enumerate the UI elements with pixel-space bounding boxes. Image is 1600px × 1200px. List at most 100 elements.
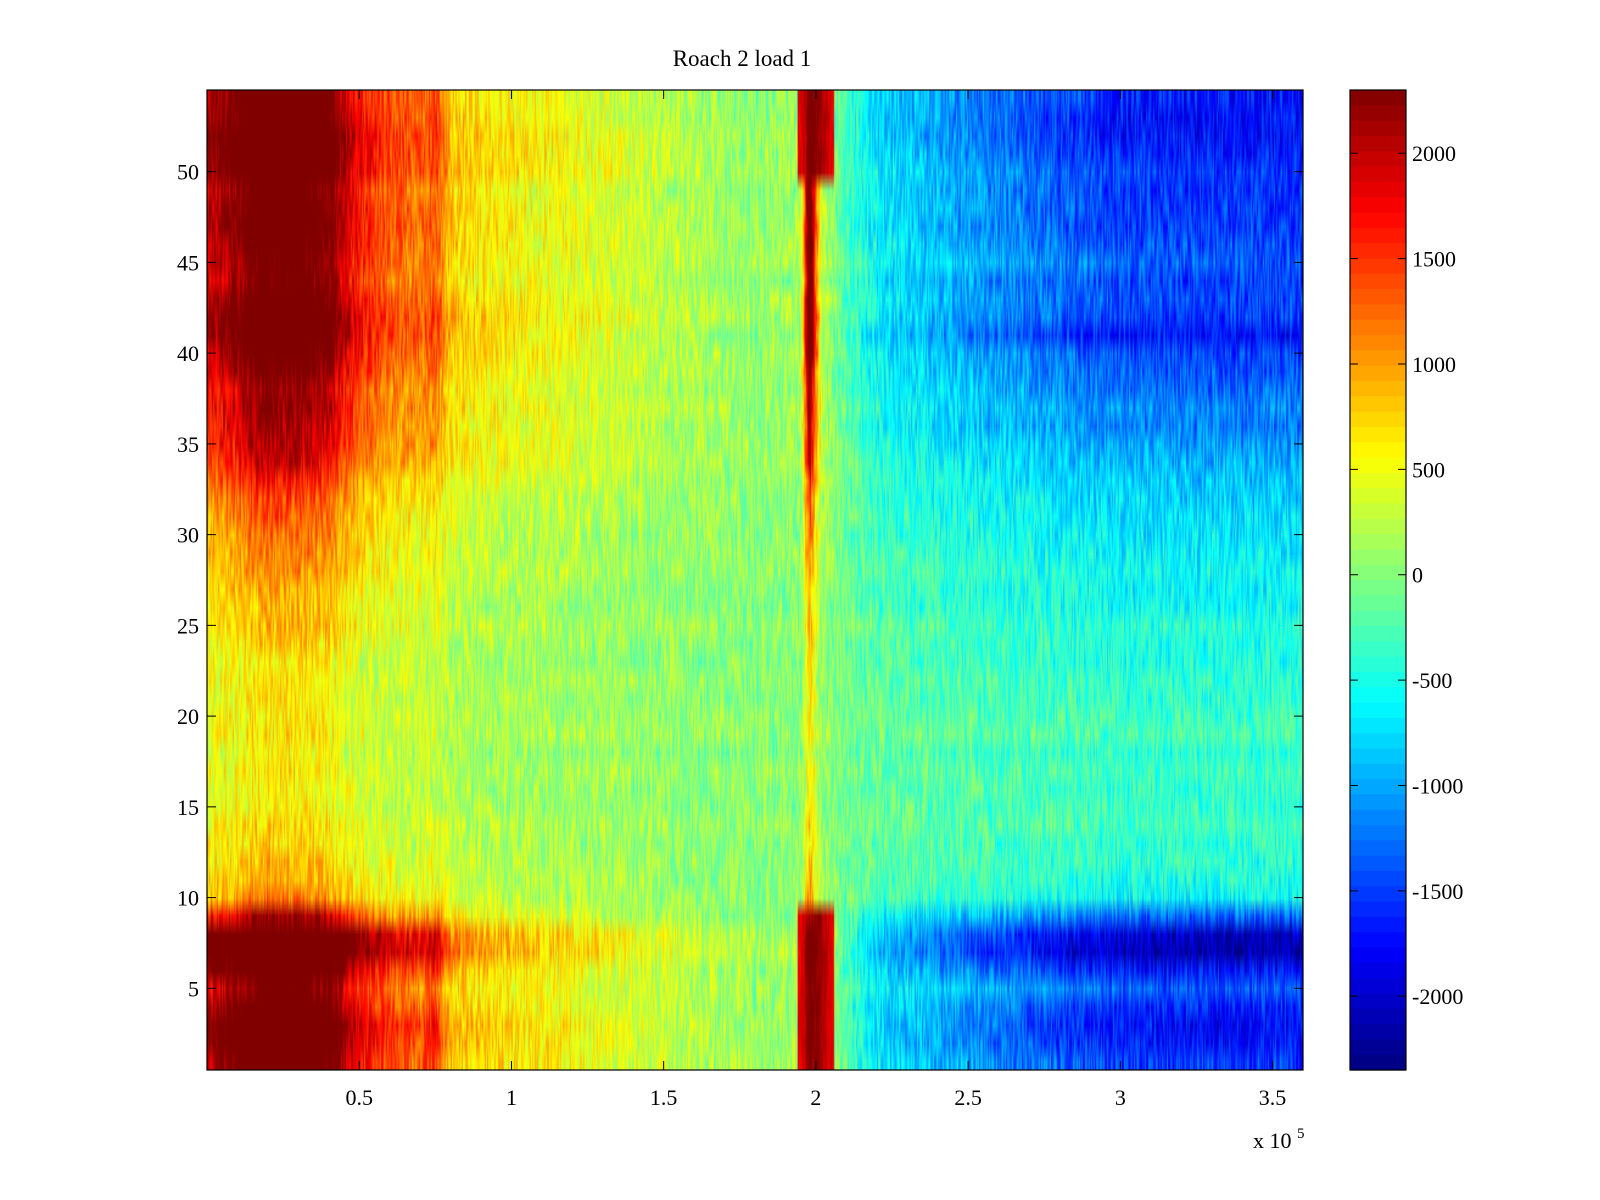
y-tick-label: 20 — [177, 704, 199, 729]
x-tick-label: 0.5 — [345, 1085, 373, 1110]
colorbar-band — [1350, 702, 1406, 719]
y-tick-label: 5 — [188, 976, 199, 1001]
colorbar-band — [1350, 825, 1406, 841]
plot-frame — [206, 89, 1304, 1071]
x-axis: 0.5 1 1.5 2 2.5 3 3.5 — [345, 90, 1286, 1110]
colorbar-band — [1350, 1024, 1406, 1040]
x-tick-label: 1.5 — [650, 1085, 678, 1110]
colorbar-band — [1350, 197, 1406, 214]
colorbar-band — [1350, 457, 1406, 474]
colorbar-band — [1350, 1039, 1406, 1056]
colorbar-band — [1350, 181, 1406, 198]
colorbar-band — [1350, 258, 1406, 275]
colorbar-band — [1350, 472, 1406, 489]
colorbar-band — [1350, 488, 1406, 505]
colorbar-band — [1350, 534, 1406, 550]
colorbar-ticks: 2000 1500 1000 500 0 -500 -1000 -1500 -2000 — [1350, 141, 1463, 1009]
colorbar-band — [1350, 411, 1406, 428]
colorbar-frame — [1349, 89, 1407, 1071]
colorbar-band — [1350, 901, 1406, 918]
colorbar-band — [1350, 304, 1406, 321]
colorbar-tick-label: -2000 — [1412, 984, 1463, 1009]
colorbar-tick-label: 500 — [1412, 457, 1445, 482]
heatmap-image — [207, 90, 1303, 1070]
colorbar-band — [1350, 273, 1406, 290]
colorbar-tick-label: 1000 — [1412, 352, 1456, 377]
y-tick-label: 40 — [177, 341, 199, 366]
colorbar-band — [1350, 212, 1406, 229]
colorbar-band — [1350, 564, 1406, 581]
colorbar-band — [1350, 135, 1406, 152]
x-tick-label: 3.5 — [1259, 1085, 1287, 1110]
colorbar-band — [1350, 932, 1406, 949]
colorbar-tick-label: 0 — [1412, 563, 1423, 588]
colorbar-band — [1350, 794, 1406, 811]
x-axis-multiplier-exponent: 5 — [1297, 1126, 1305, 1142]
colorbar-gradient — [1350, 90, 1406, 1071]
colorbar-band — [1350, 105, 1406, 122]
y-tick-label: 15 — [177, 795, 199, 820]
colorbar-band — [1350, 656, 1406, 673]
colorbar-tick-label: 2000 — [1412, 141, 1456, 166]
colorbar-band — [1350, 442, 1406, 459]
x-axis-multiplier: x 10 5 — [1253, 1126, 1305, 1153]
colorbar-band — [1350, 993, 1406, 1010]
x-tick-label: 3 — [1115, 1085, 1126, 1110]
colorbar-band — [1350, 166, 1406, 183]
colorbar-tick-label: -1500 — [1412, 879, 1463, 904]
colorbar-band — [1350, 503, 1406, 520]
chart-title: Roach 2 load 1 — [673, 46, 812, 71]
colorbar-band — [1350, 580, 1406, 596]
colorbar-band — [1350, 365, 1406, 382]
colorbar-band — [1350, 90, 1406, 106]
colorbar-band — [1350, 1008, 1406, 1025]
colorbar-band — [1350, 350, 1406, 367]
colorbar-band — [1350, 870, 1406, 887]
colorbar-band — [1350, 319, 1406, 336]
x-axis-multiplier-base: x 10 — [1253, 1128, 1292, 1153]
colorbar-band — [1350, 840, 1406, 857]
heatmap-plot-area — [206, 89, 1304, 1071]
y-tick-label: 45 — [177, 250, 199, 275]
colorbar: 2000 1500 1000 500 0 -500 -1000 -1500 -2000 — [1349, 89, 1463, 1071]
colorbar-band — [1350, 671, 1406, 688]
y-tick-label: 10 — [177, 886, 199, 911]
colorbar-band — [1350, 809, 1406, 826]
colorbar-band — [1350, 335, 1406, 351]
y-axis: 5 10 15 20 25 30 35 40 45 50 — [177, 160, 1303, 1001]
colorbar-band — [1350, 518, 1406, 535]
colorbar-band — [1350, 733, 1406, 750]
colorbar-band — [1350, 1054, 1406, 1071]
colorbar-band — [1350, 625, 1406, 642]
colorbar-tick-label: 1500 — [1412, 247, 1456, 272]
colorbar-band — [1350, 243, 1406, 260]
colorbar-band — [1350, 610, 1406, 627]
colorbar-band — [1350, 717, 1406, 734]
colorbar-band — [1350, 886, 1406, 903]
colorbar-tick-label: -1000 — [1412, 773, 1463, 798]
x-tick-label: 1 — [506, 1085, 517, 1110]
colorbar-band — [1350, 962, 1406, 979]
y-tick-label: 35 — [177, 432, 199, 457]
colorbar-band — [1350, 763, 1406, 780]
x-tick-label: 2 — [810, 1085, 821, 1110]
colorbar-band — [1350, 687, 1406, 704]
colorbar-band — [1350, 396, 1406, 413]
colorbar-tick-label: -500 — [1412, 668, 1452, 693]
x-tick-label: 2.5 — [954, 1085, 982, 1110]
colorbar-band — [1350, 855, 1406, 872]
colorbar-band — [1350, 916, 1406, 933]
colorbar-band — [1350, 380, 1406, 397]
colorbar-band — [1350, 779, 1406, 795]
colorbar-band — [1350, 549, 1406, 566]
colorbar-band — [1350, 120, 1406, 137]
colorbar-band — [1350, 978, 1406, 995]
colorbar-band — [1350, 151, 1406, 168]
y-tick-label: 30 — [177, 523, 199, 548]
colorbar-band — [1350, 641, 1406, 658]
colorbar-band — [1350, 289, 1406, 305]
colorbar-band — [1350, 947, 1406, 964]
y-tick-label: 50 — [177, 160, 199, 185]
colorbar-band — [1350, 426, 1406, 443]
